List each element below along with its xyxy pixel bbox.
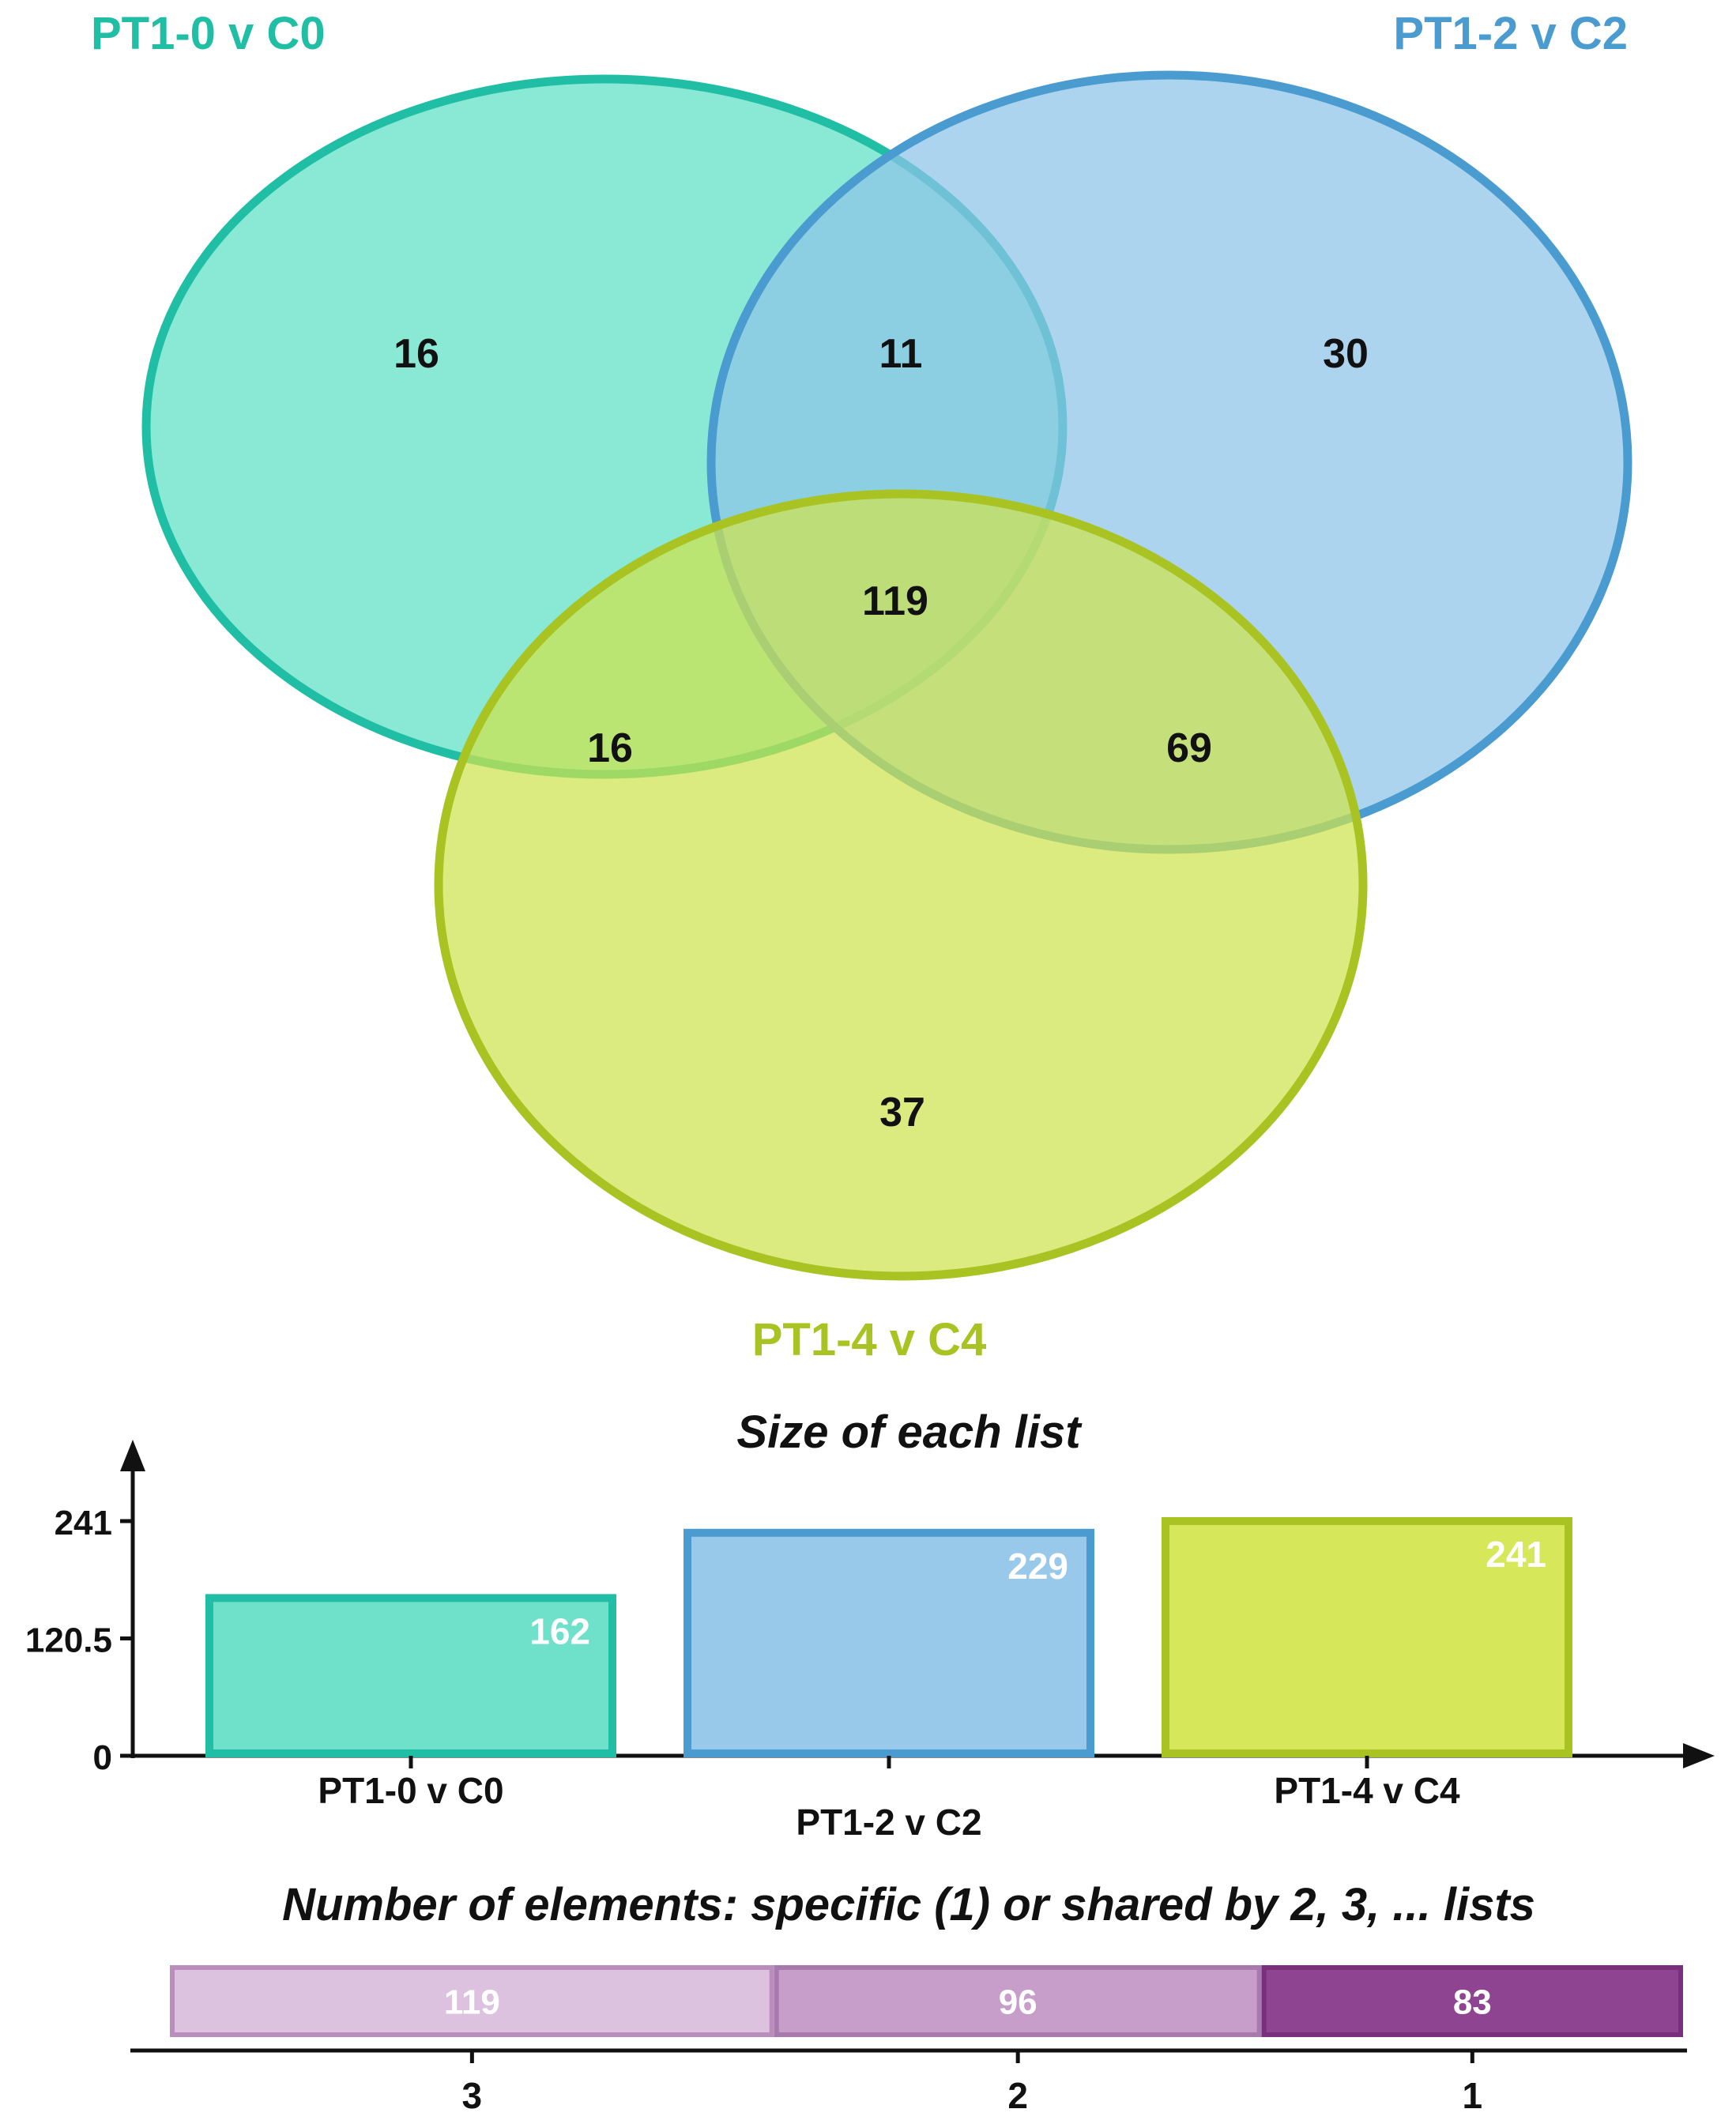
venn-region-b-c: 69 <box>1166 725 1212 771</box>
x-tick-label: PT1-2 v C2 <box>796 1802 981 1843</box>
bar-group: 162 PT1-0 v C0 229 PT1-2 v C2 241 PT1-4 v C4 <box>205 1517 1572 1843</box>
bar-value-label: 162 <box>529 1610 590 1651</box>
venn-region-only-b: 30 <box>1323 331 1369 377</box>
shared-count-chart: Number of elements: specific (1) or shar… <box>130 1879 1687 2116</box>
list-size-title: Size of each list <box>736 1407 1083 1458</box>
bar-3 <box>1162 1517 1572 1757</box>
segment-value-label: 83 <box>1453 1983 1492 2022</box>
bar-value-label: 229 <box>1007 1546 1068 1587</box>
segment-tick-label: 1 <box>1463 2075 1483 2116</box>
y-tick-label: 120.5 <box>25 1621 112 1660</box>
segment-value-label: 96 <box>999 1983 1037 2022</box>
bar-2 <box>683 1528 1094 1757</box>
bar-value-label: 241 <box>1486 1534 1546 1575</box>
segment-group: 119 3 96 2 83 1 <box>170 1965 1684 2116</box>
segment-3 <box>170 1965 774 2037</box>
y-tick-group: 0 120.5 241 <box>25 1504 133 1777</box>
segment-2 <box>774 1965 1262 2037</box>
x-tick-label: PT1-4 v C4 <box>1274 1770 1460 1811</box>
x-axis-arrow <box>1683 1743 1715 1768</box>
venn-label-pt1-0: PT1-0 v C0 <box>91 8 326 59</box>
x-tick-label: PT1-0 v C0 <box>318 1770 503 1811</box>
venn-region-a-c: 16 <box>587 725 633 771</box>
shared-count-title: Number of elements: specific (1) or shar… <box>282 1879 1535 1930</box>
bar-1 <box>205 1594 616 1757</box>
y-tick-label: 0 <box>93 1738 112 1777</box>
venn-circle-pt1-4 <box>434 489 1368 1281</box>
venn-region-only-c: 37 <box>879 1090 925 1135</box>
venn-diagram: PT1-0 v C0 PT1-2 v C2 PT1-4 v C4 16 11 3… <box>91 8 1632 1365</box>
segment-tick-label: 2 <box>1007 2075 1028 2116</box>
list-size-chart: Size of each list 0 120.5 241 162 PT1-0 v C… <box>25 1407 1715 1843</box>
venn-label-pt1-2: PT1-2 v C2 <box>1393 8 1628 59</box>
segment-tick-label: 3 <box>462 2075 483 2116</box>
segment-1 <box>1261 1965 1684 2037</box>
y-axis-arrow <box>120 1440 145 1471</box>
venn-region-only-a: 16 <box>394 331 439 377</box>
venn-label-pt1-4: PT1-4 v C4 <box>752 1314 987 1365</box>
venn-region-a-b-c: 119 <box>862 578 928 624</box>
venn-region-a-b: 11 <box>879 331 923 377</box>
y-tick-label: 241 <box>55 1504 112 1542</box>
segment-value-label: 119 <box>444 1983 500 2022</box>
